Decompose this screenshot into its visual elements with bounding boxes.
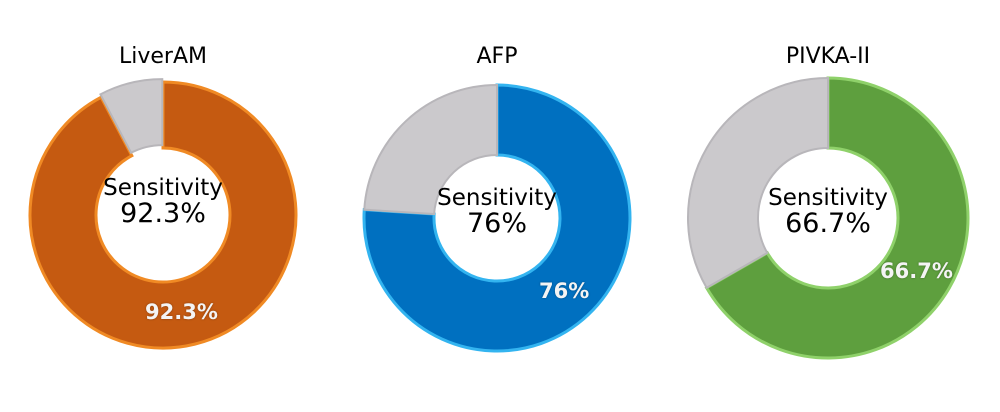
donut-afp <box>362 83 632 353</box>
donut-liveram <box>28 78 298 350</box>
donut-slice-sensitivity <box>362 83 632 353</box>
donut-slice-sensitivity <box>28 80 298 350</box>
donut-chart-afp: AFP Sensitivity 76% 76% <box>334 0 664 412</box>
center-label-liveram: Sensitivity 92.3% <box>103 175 223 230</box>
data-label-afp: 76% <box>539 279 590 303</box>
donut-slice-remaining <box>687 76 829 290</box>
center-label-pivka: Sensitivity 66.7% <box>768 185 888 240</box>
chart-title-liveram: LiverAM <box>119 44 207 69</box>
center-label-afp: Sensitivity 76% <box>437 185 557 240</box>
donut-slice-remaining <box>363 83 498 216</box>
donut-chart-pivka: PIVKA-II Sensitivity 66.7% 66.7% <box>665 0 1000 412</box>
data-label-liveram: 92.3% <box>145 300 218 324</box>
donut-slice-remaining <box>99 78 164 155</box>
donut-slice-sensitivity <box>704 76 970 360</box>
chart-title-pivka: PIVKA-II <box>785 44 871 69</box>
donut-chart-liveram: LiverAM Sensitivity 92.3% 92.3% <box>0 0 330 412</box>
chart-title-afp: AFP <box>476 44 518 69</box>
donut-pivka <box>687 76 970 360</box>
data-label-pivka: 66.7% <box>880 259 953 283</box>
